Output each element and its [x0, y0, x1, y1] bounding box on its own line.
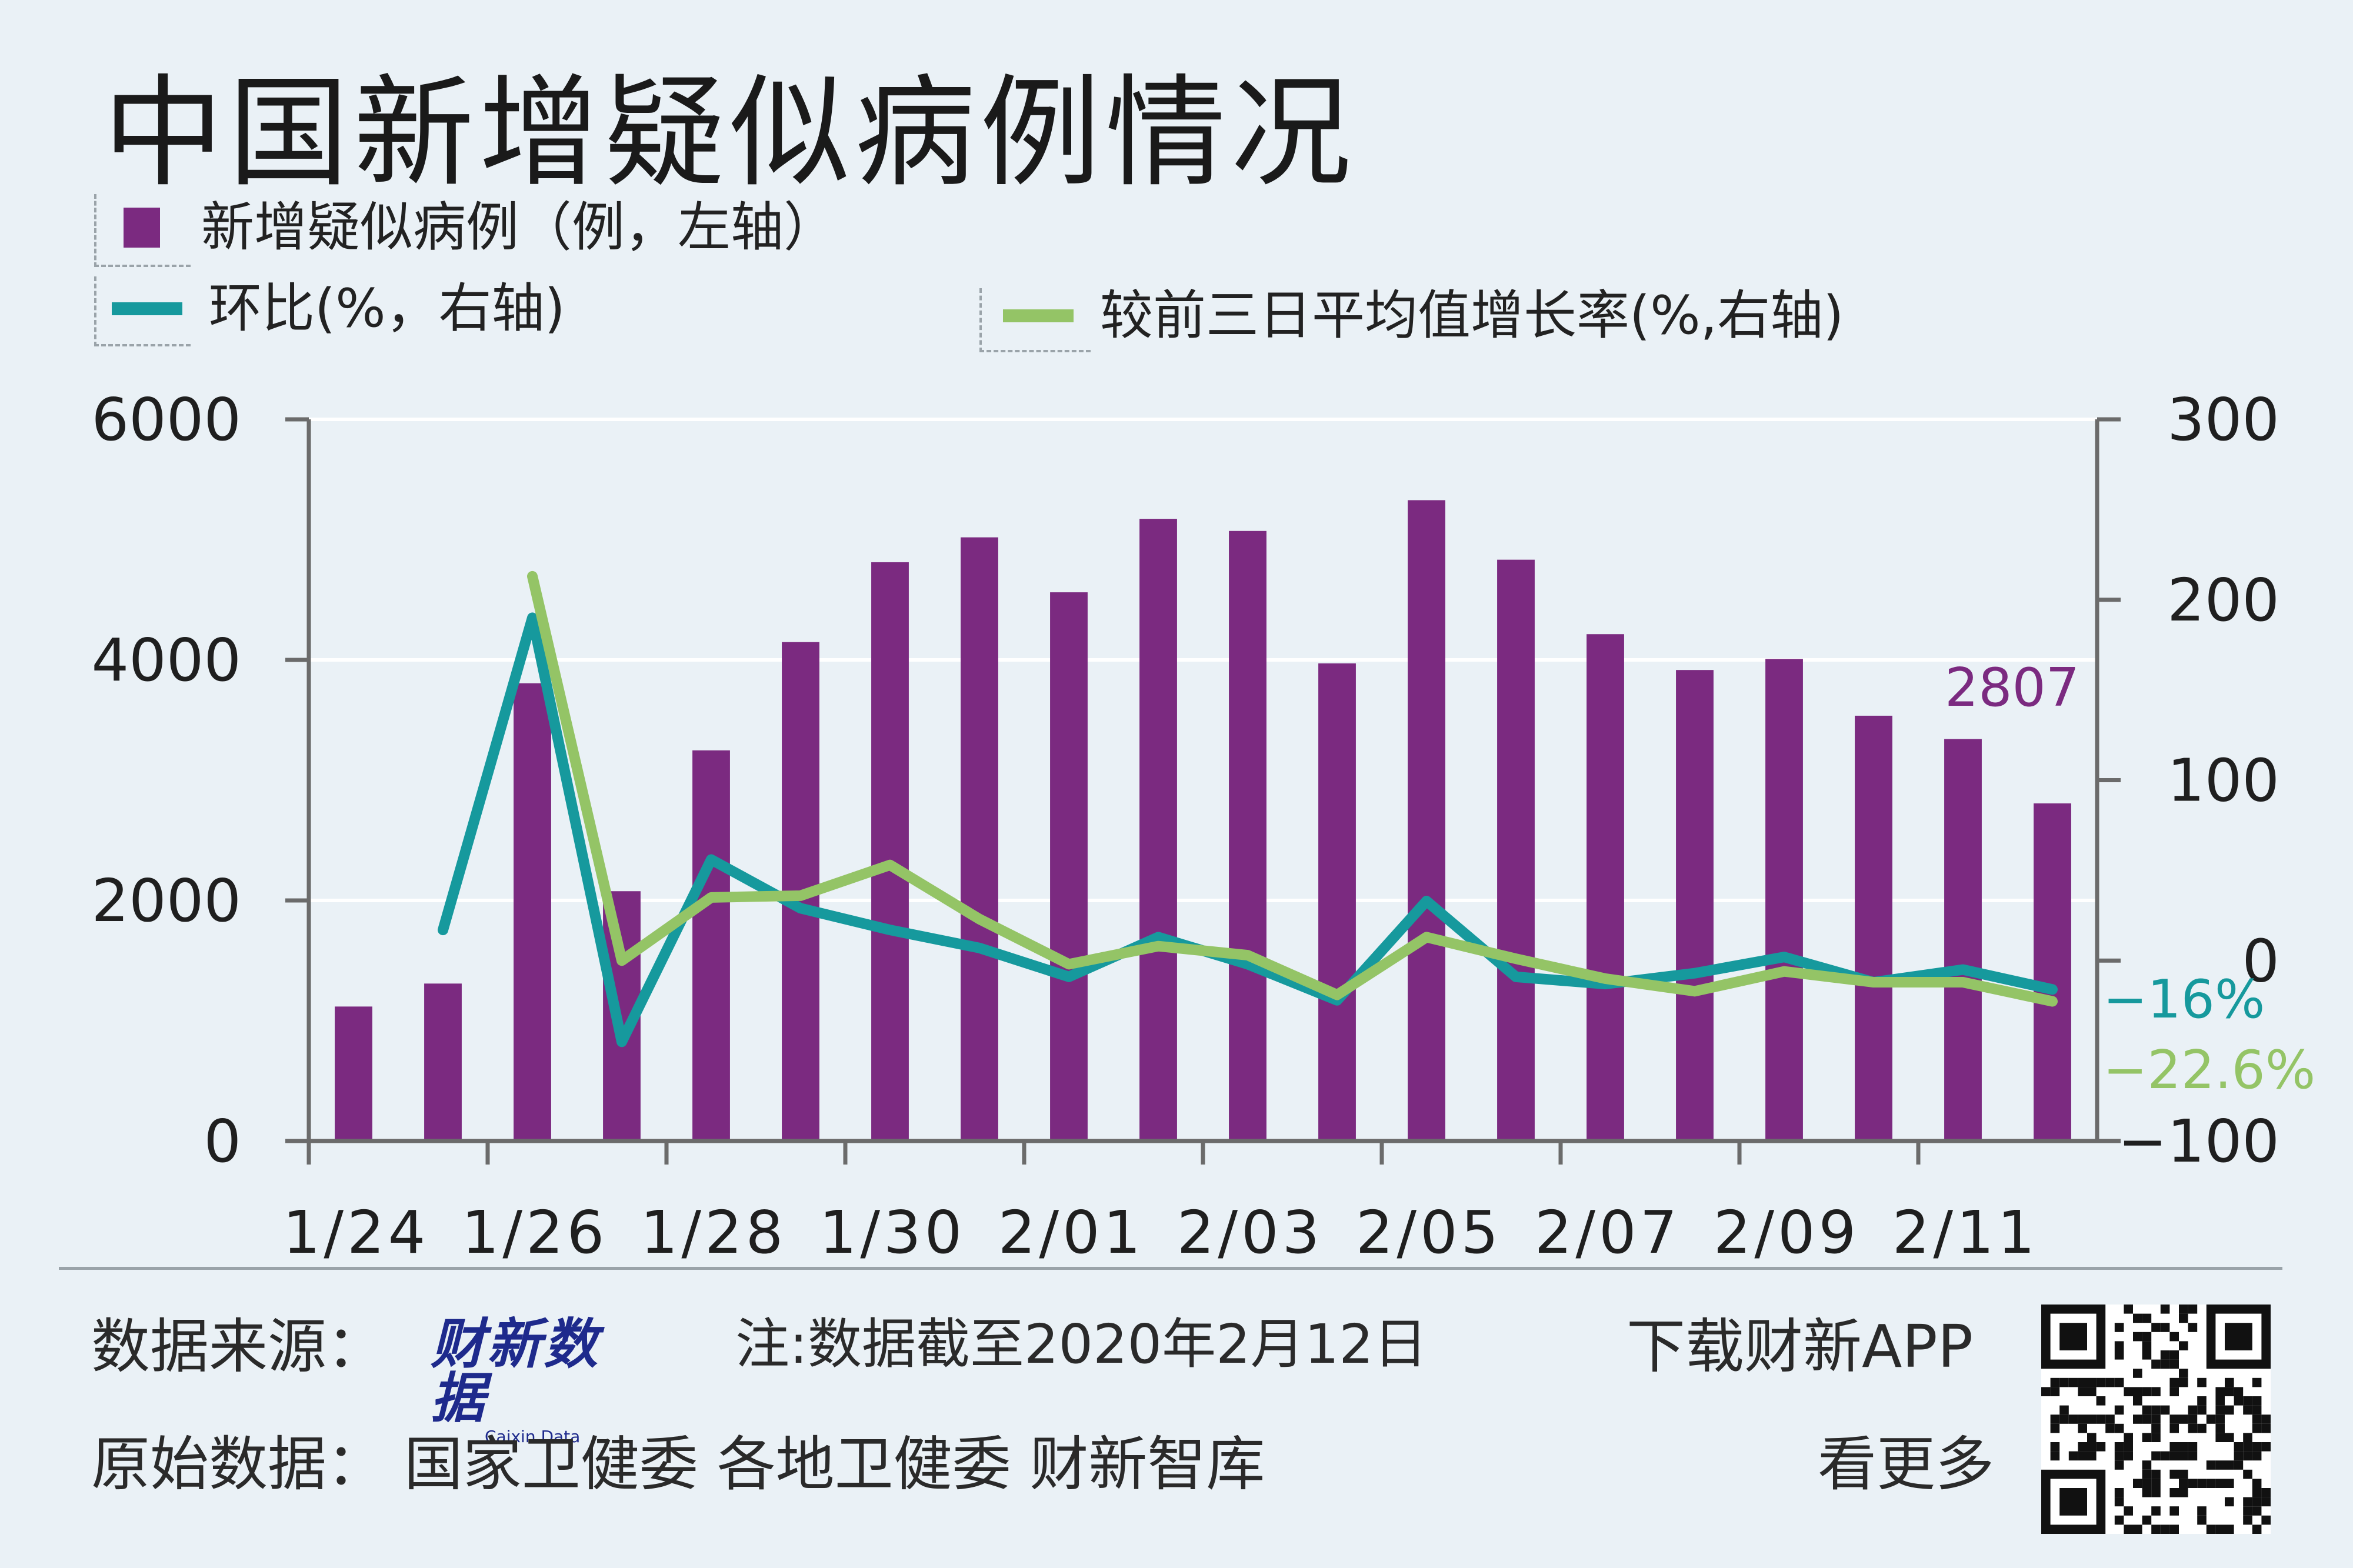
bar: [1676, 670, 1714, 1141]
page-title: 中国新增疑似病例情况: [103, 64, 1356, 203]
bar: [1050, 592, 1088, 1141]
x-tick-label: 2/05: [1356, 1198, 1502, 1267]
bar: [1497, 559, 1535, 1141]
x-tick-label: 1/26: [462, 1198, 608, 1267]
footer-divider: [59, 1267, 2282, 1270]
bar: [1139, 519, 1177, 1141]
y-right-tick-label: 0: [2242, 926, 2279, 995]
legend-bar-label: 新增疑似病例（例，左轴）: [201, 196, 836, 258]
y-left-tick-label: 0: [204, 1107, 241, 1176]
see-more-text: 看更多: [1818, 1430, 1994, 1499]
y-right-tick-label: 300: [2167, 385, 2279, 454]
logo-subtext: Caixin Data: [485, 1427, 581, 1446]
legend-line2-swatch: [1003, 309, 1074, 322]
bar: [1855, 715, 1892, 1141]
data-label-line2-last: −22.6%: [2103, 1039, 2315, 1101]
x-tick-label: 1/30: [819, 1198, 966, 1267]
y-right-tick-label: −100: [2118, 1107, 2279, 1176]
qr-code[interactable]: [2041, 1305, 2271, 1534]
legend-bar: 新增疑似病例（例，左轴）: [124, 201, 836, 254]
legend-line2-label: 较前三日平均值增长率(%,右轴): [1100, 285, 1844, 346]
caixin-data-logo: 财新数据 Caixin Data: [431, 1317, 654, 1447]
bar: [871, 562, 909, 1141]
y-right-tick-label: 100: [2167, 746, 2279, 815]
x-tick-label: 2/01: [998, 1198, 1145, 1267]
data-label-bar-last: 2807: [1945, 657, 2079, 719]
source-label: 数据来源：: [91, 1312, 385, 1381]
bar: [514, 683, 551, 1141]
legend-bar-swatch: [124, 208, 160, 248]
bar: [1765, 659, 1803, 1141]
x-tick-label: 2/11: [1892, 1198, 2039, 1267]
legend-line2: 较前三日平均值增长率(%,右轴): [1003, 289, 1844, 342]
logo-text: 财新数据: [431, 1313, 601, 1430]
origin-data: 原始数据： 国家卫健委 各地卫健委 财新智库: [91, 1430, 1265, 1499]
x-tick-label: 1/28: [641, 1198, 787, 1267]
bar: [1587, 634, 1624, 1141]
x-tick-label: 1/24: [283, 1198, 429, 1267]
y-left-tick-label: 6000: [92, 385, 242, 454]
y-left-tick-label: 4000: [92, 626, 242, 695]
y-left-tick-label: 2000: [92, 866, 242, 935]
download-app-text: 下载财新APP: [1627, 1312, 1974, 1381]
bar: [1318, 663, 1356, 1141]
bar: [1229, 531, 1267, 1141]
bar: [335, 1006, 372, 1141]
bar: [424, 983, 462, 1141]
bar: [961, 537, 998, 1141]
x-tick-label: 2/03: [1177, 1198, 1324, 1267]
bar: [1408, 500, 1445, 1141]
legend-line1-label: 环比(%，右轴): [209, 278, 565, 339]
legend-frame-line1: [94, 276, 191, 346]
y-right-tick-label: 200: [2167, 566, 2279, 635]
legend-line1: 环比(%，右轴): [112, 282, 565, 335]
x-tick-label: 2/09: [1714, 1198, 1860, 1267]
date-note: 注:数据截至2020年2月12日: [735, 1313, 1428, 1376]
legend-frame-line2: [979, 288, 1091, 352]
data-label-line1-last: −16%: [2103, 969, 2265, 1030]
line-series-3day-avg: [527, 571, 2058, 1007]
x-tick-label: 2/07: [1535, 1198, 1681, 1267]
bar: [2034, 803, 2071, 1141]
legend-line1-swatch: [112, 302, 182, 315]
bar: [692, 750, 730, 1141]
line-series-huanbi: [438, 612, 2058, 1047]
legend-frame-bar: [94, 194, 191, 267]
bar: [1944, 739, 1982, 1141]
